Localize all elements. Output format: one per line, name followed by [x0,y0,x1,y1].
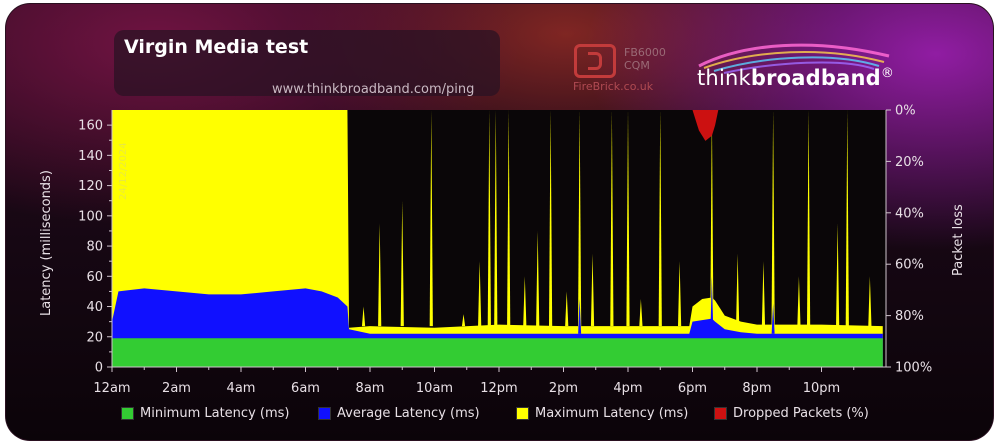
maximum-latency-spike [639,298,643,327]
maximum-latency-spike [487,110,491,327]
source-url: www.thinkbroadband.com/ping [272,82,475,97]
maximum-latency-spike [494,110,498,327]
x-tick-label: 4pm [613,381,642,396]
y2-tick-label: 100% [895,361,932,376]
maximum-latency-spike [678,261,682,327]
maximum-latency-spike [549,110,553,327]
thinkbroadband-logo: thinkbroadband® [697,66,895,90]
maximum-latency-spike [507,110,511,327]
x-tick-label: 10pm [803,381,840,396]
maximum-latency-spike [361,306,366,327]
legend-label-maximum: Maximum Latency (ms) [535,406,689,421]
chart-title: Virgin Media test [124,36,309,58]
maximum-latency-spike [429,110,433,327]
legend-swatch-dropped [714,407,727,420]
legend-label-dropped: Dropped Packets (%) [733,406,869,421]
legend-label-average: Average Latency (ms) [337,406,480,421]
average-latency-spike [578,298,582,334]
minimum-latency-series [112,338,883,367]
x-tick-label: 10am [416,381,453,396]
firebrick-site: FireBrick.co.uk [573,80,654,93]
x-tick-label: 2am [162,381,191,396]
maximum-latency-spike [761,261,766,327]
maximum-latency-spike [868,276,872,327]
thinkbroadband-swirl-icon [698,43,890,74]
legend-item-average: Average Latency (ms) [318,406,480,421]
y2-tick-label: 40% [895,206,924,221]
maximum-latency-spike [523,276,527,327]
legend: Minimum Latency (ms) Average Latency (ms… [6,406,993,426]
x-tick-label: 12pm [480,381,517,396]
maximum-latency-spike [536,230,540,327]
average-latency-spike [710,276,714,334]
y-axis-label: Latency (milliseconds) [39,170,54,316]
legend-swatch-minimum [121,407,134,420]
y2-tick-label: 0% [895,104,916,119]
x-tick-label: 8pm [742,381,771,396]
maximum-latency-spike [378,223,382,327]
maximum-latency-spike [807,110,811,327]
maximum-latency-spike [400,200,404,327]
y-tick-label: 80 [86,240,103,255]
y-tick-label: 20 [86,330,103,345]
firebrick-logo [574,44,616,78]
x-tick-label: 6pm [678,381,707,396]
legend-swatch-maximum [516,407,529,420]
legend-item-minimum: Minimum Latency (ms) [121,406,289,421]
y2-axis-label: Packet loss [951,204,966,276]
x-tick-label: 8am [356,381,385,396]
y-tick-label: 120 [78,179,103,194]
x-tick-label: 2pm [549,381,578,396]
x-tick-label: 6am [291,381,320,396]
y-tick-label: 160 [78,119,103,134]
y2-tick-label: 20% [895,155,924,170]
legend-item-maximum: Maximum Latency (ms) [516,406,688,421]
date-watermark: 24/12/2024 [118,142,129,200]
y-tick-label: 100 [78,209,103,224]
maximum-latency-spike [610,110,614,327]
dropped-packets-series [692,110,719,141]
y-tick-label: 0 [95,361,103,376]
maximum-latency-spike [845,110,849,327]
x-tick-label: 4am [227,381,256,396]
maximum-latency-spike [797,276,801,327]
maximum-latency-spike [710,110,714,327]
maximum-latency-spike [736,253,740,327]
x-tick-label: 12am [93,381,130,396]
minimum-latency-area [112,338,883,367]
legend-label-minimum: Minimum Latency (ms) [140,406,290,421]
maximum-latency-spike [836,223,840,327]
dropped-packets-area [692,110,719,141]
maximum-latency-spike [590,253,595,327]
legend-item-dropped: Dropped Packets (%) [714,406,869,421]
maximum-latency-spike [626,110,630,327]
y2-tick-label: 80% [895,309,924,324]
y-tick-label: 40 [86,300,103,315]
y-tick-label: 140 [78,149,103,164]
average-latency-spike [771,303,775,334]
title-panel [114,30,500,96]
latency-chart: 0 20 40 60 80 100 120 140 160 0% 20% 40% 60% 80% 100% 1… [39,104,966,397]
maximum-latency-spike [771,110,775,327]
graph-frame: Virgin Media test www.thinkbroadband.com… [6,4,993,440]
y2-tick-label: 60% [895,258,924,273]
legend-swatch-average [318,407,331,420]
y-tick-label: 60 [86,270,103,285]
maximum-latency-spike [658,110,662,327]
maximum-latency-spike [578,110,582,327]
maximum-latency-spike [478,261,482,327]
axes: 0 20 40 60 80 100 120 140 160 0% 20% 40% 60% 80% 100% 1… [78,104,932,397]
maximum-latency-spike [461,314,466,327]
firebrick-model: FB6000 CQM [624,46,666,72]
maximum-latency-spike [565,291,569,327]
